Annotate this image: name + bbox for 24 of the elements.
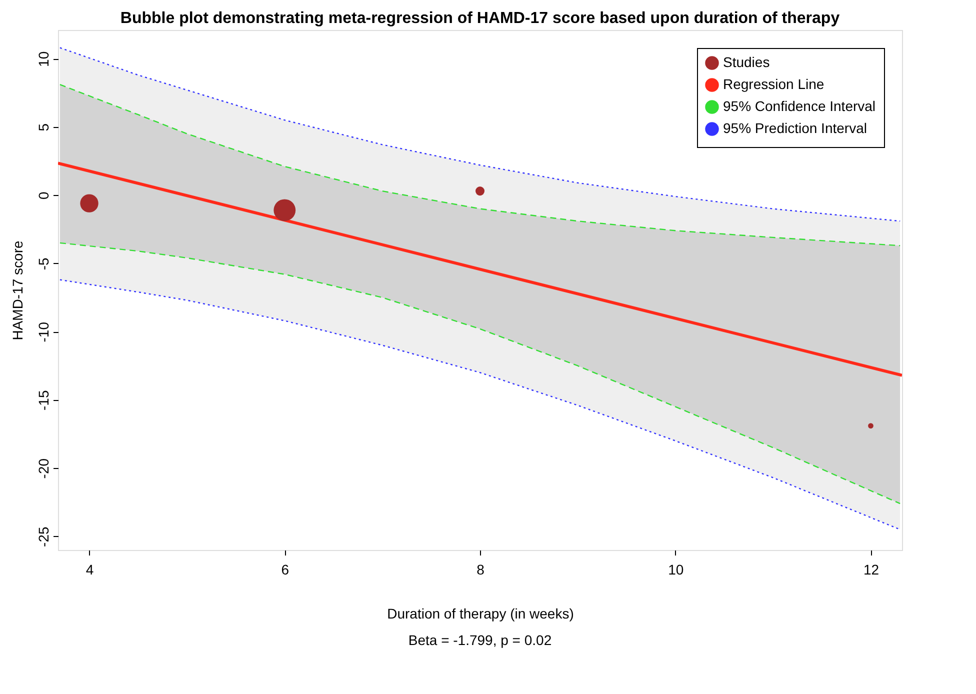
x-tick-label: 8 (476, 562, 485, 578)
x-tick-label: 4 (86, 562, 94, 578)
legend-label: Studies (723, 54, 770, 70)
x-axis-title: Duration of therapy (in weeks) (387, 606, 574, 622)
y-tick-label: -10 (36, 322, 52, 342)
y-tick-label: -15 (36, 390, 52, 410)
y-tick-label: -25 (36, 526, 52, 547)
legend-label: 95% Confidence Interval (723, 98, 876, 114)
y-tick-label: 0 (36, 192, 52, 200)
x-tick-label: 12 (863, 562, 880, 578)
y-axis-title: HAMD-17 score (10, 240, 26, 340)
line-series (59, 279, 901, 530)
line-series (59, 242, 901, 504)
x-tick-label: 10 (668, 562, 684, 578)
text: Beta = -1.799, p = 0.02 (408, 632, 552, 648)
y-tick-label: 5 (36, 123, 52, 132)
y-tick-label: -20 (36, 458, 52, 479)
x-tick-label: 6 (281, 562, 290, 578)
legend-label: 95% Prediction Interval (723, 120, 867, 136)
y-tick-label: -5 (36, 257, 52, 270)
legend-label: Regression Line (723, 76, 824, 92)
line-series (59, 47, 901, 222)
y-tick-label: 10 (36, 51, 52, 67)
chart-title: Bubble plot demonstrating meta-regression of HAMD-17 score based upon duration of therapy (120, 10, 840, 27)
